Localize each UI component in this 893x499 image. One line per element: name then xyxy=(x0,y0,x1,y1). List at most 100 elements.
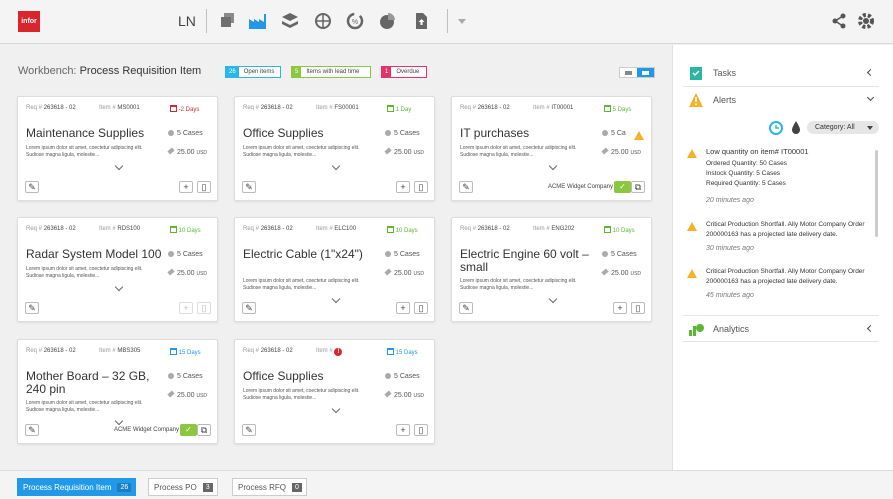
add-button[interactable]: + xyxy=(179,181,193,193)
requisition-card[interactable]: Req # 263618 - 02 Item # IT00001 5 Days … xyxy=(451,96,652,201)
stack-icon[interactable] xyxy=(218,11,238,31)
list-view-button[interactable] xyxy=(620,68,637,77)
pie-icon[interactable] xyxy=(377,11,397,31)
chevron-down-icon[interactable] xyxy=(866,93,875,102)
share-icon[interactable] xyxy=(829,11,849,31)
expand-chevron-icon[interactable] xyxy=(548,294,558,304)
edit-button[interactable]: ✎ xyxy=(459,181,473,193)
category-dropdown[interactable]: Category: All xyxy=(807,121,879,134)
card-title[interactable]: Mother Board – 32 GB, 240 pin xyxy=(26,369,150,396)
upload-file-icon[interactable] xyxy=(411,11,431,31)
layers-icon[interactable] xyxy=(280,11,300,31)
timer-icon[interactable] xyxy=(768,120,786,136)
tab-process-rfq[interactable]: Process RFQ 0 xyxy=(232,478,307,496)
warning-icon[interactable] xyxy=(634,131,644,140)
requisition-card[interactable]: Req # 263618 - 02 Item # ENG202 10 Days … xyxy=(451,217,652,322)
expand-chevron-icon[interactable] xyxy=(331,294,341,304)
card-price: 25.00 USD xyxy=(167,390,207,399)
lead-days: 5 Days xyxy=(604,105,631,113)
card-title[interactable]: Electric Engine 60 volt – small xyxy=(460,247,589,274)
edit-button[interactable]: ✎ xyxy=(242,302,256,314)
approve-check-button[interactable]: ✓ xyxy=(614,181,631,193)
alert-line: Ordered Quantity: 50 Cases xyxy=(706,160,787,167)
tab-process-requisition-item[interactable]: Process Requisition Item 26 xyxy=(17,478,137,496)
edit-button[interactable]: ✎ xyxy=(25,302,39,314)
card-title[interactable]: Office Supplies xyxy=(243,369,324,383)
card-meta: Req # 263618 - 02 xyxy=(26,348,76,354)
card-cases: 5 Ca xyxy=(602,130,626,137)
expand-chevron-icon[interactable] xyxy=(114,282,124,292)
document-button[interactable]: ▯ xyxy=(414,302,428,314)
lead-time-badge[interactable]: 5 Items with lead time xyxy=(291,66,371,78)
refresh-icon[interactable]: % xyxy=(345,11,365,31)
document-button[interactable]: ▯ xyxy=(197,302,211,314)
card-title[interactable]: Office Supplies xyxy=(243,126,324,140)
alerts-scrollbar[interactable] xyxy=(875,150,878,237)
add-button[interactable]: + xyxy=(613,302,627,314)
grid-view-button[interactable] xyxy=(637,68,654,77)
edit-button[interactable]: ✎ xyxy=(459,302,473,314)
chevron-down-icon[interactable] xyxy=(458,19,466,24)
app-header: infor LN % xyxy=(0,0,893,44)
approve-check-button[interactable]: ✓ xyxy=(180,424,197,436)
edit-button[interactable]: ✎ xyxy=(242,424,256,436)
requisition-card[interactable]: Req # 263618 - 02 Item # ELC100 10 Days … xyxy=(234,217,435,322)
card-price: 25.00 USD xyxy=(384,147,425,156)
requisition-card[interactable]: Req # 263618 - 02 Item # ! 15 Days Offic… xyxy=(234,339,435,444)
calendar-icon xyxy=(170,348,177,355)
currency: USD xyxy=(413,150,425,156)
chevron-left-icon[interactable] xyxy=(866,324,875,333)
req-label: Req # xyxy=(460,105,477,111)
document-button[interactable]: ▯ xyxy=(414,424,428,436)
price-tag-icon xyxy=(167,390,175,398)
document-button[interactable]: ▯ xyxy=(414,181,428,193)
infor-logo[interactable]: infor xyxy=(18,11,40,32)
expand-chevron-icon[interactable] xyxy=(114,161,124,171)
analytics-header[interactable]: Analytics xyxy=(683,315,879,342)
item-label: Item # xyxy=(316,226,333,232)
factory-icon[interactable] xyxy=(247,11,267,31)
lead-days: 1 Day xyxy=(387,105,411,113)
chevron-left-icon[interactable] xyxy=(866,68,875,77)
globe-icon[interactable] xyxy=(313,11,333,31)
cases-value: 5 Cases xyxy=(394,251,420,258)
document-button[interactable]: ▯ xyxy=(631,302,645,314)
expand-chevron-icon[interactable] xyxy=(331,404,341,414)
add-button[interactable]: + xyxy=(396,181,410,193)
overdue-badge[interactable]: 1 Overdue xyxy=(381,66,427,78)
add-button[interactable]: + xyxy=(179,302,193,314)
tasks-header[interactable]: Tasks xyxy=(683,60,879,87)
drop-icon[interactable] xyxy=(790,120,802,136)
document-button[interactable]: ▯ xyxy=(197,181,211,193)
expand-chevron-icon[interactable] xyxy=(114,416,124,426)
page-title: Workbench: Process Requisition Item xyxy=(18,65,201,77)
requisition-card[interactable]: Req # 263618 - 02 Item # MBS305 15 Days … xyxy=(17,339,218,444)
card-title[interactable]: IT purchases xyxy=(460,126,530,140)
add-button[interactable]: + xyxy=(396,424,410,436)
req-number: 263618 - 02 xyxy=(43,226,76,232)
requisition-card[interactable]: Req # 263618 - 02 Item # RDS100 10 Days … xyxy=(17,217,218,322)
tasks-label: Tasks xyxy=(713,68,737,78)
edit-button[interactable]: ✎ xyxy=(25,181,39,193)
warning-icon xyxy=(687,149,697,158)
add-button[interactable]: + xyxy=(396,302,410,314)
card-title[interactable]: Electric Cable (1"x24") xyxy=(243,247,363,261)
alerts-header[interactable]: Alerts xyxy=(683,87,879,114)
tab-process-po[interactable]: Process PO 3 xyxy=(148,478,218,496)
currency: USD xyxy=(630,150,642,156)
card-meta: Req # 263618 - 02 xyxy=(460,226,510,232)
copy-button[interactable]: ⧉ xyxy=(631,181,645,193)
currency: USD xyxy=(196,271,208,277)
open-items-badge[interactable]: 26 Open items xyxy=(225,66,281,78)
edit-button[interactable]: ✎ xyxy=(242,181,256,193)
card-cases: 5 Cases xyxy=(385,251,420,258)
edit-button[interactable]: ✎ xyxy=(25,424,39,436)
gear-icon[interactable] xyxy=(856,11,876,31)
requisition-card[interactable]: Req # 263618 - 02 Item # FS00001 1 Day O… xyxy=(234,96,435,201)
requisition-card[interactable]: Req # 263618 - 02 Item # MS0001 -2 Days … xyxy=(17,96,218,201)
expand-chevron-icon[interactable] xyxy=(548,161,558,171)
card-title[interactable]: Radar System Model 100 xyxy=(26,247,162,261)
card-title[interactable]: Maintenance Supplies xyxy=(26,126,145,140)
copy-button[interactable]: ⧉ xyxy=(197,424,211,436)
expand-chevron-icon[interactable] xyxy=(331,161,341,171)
